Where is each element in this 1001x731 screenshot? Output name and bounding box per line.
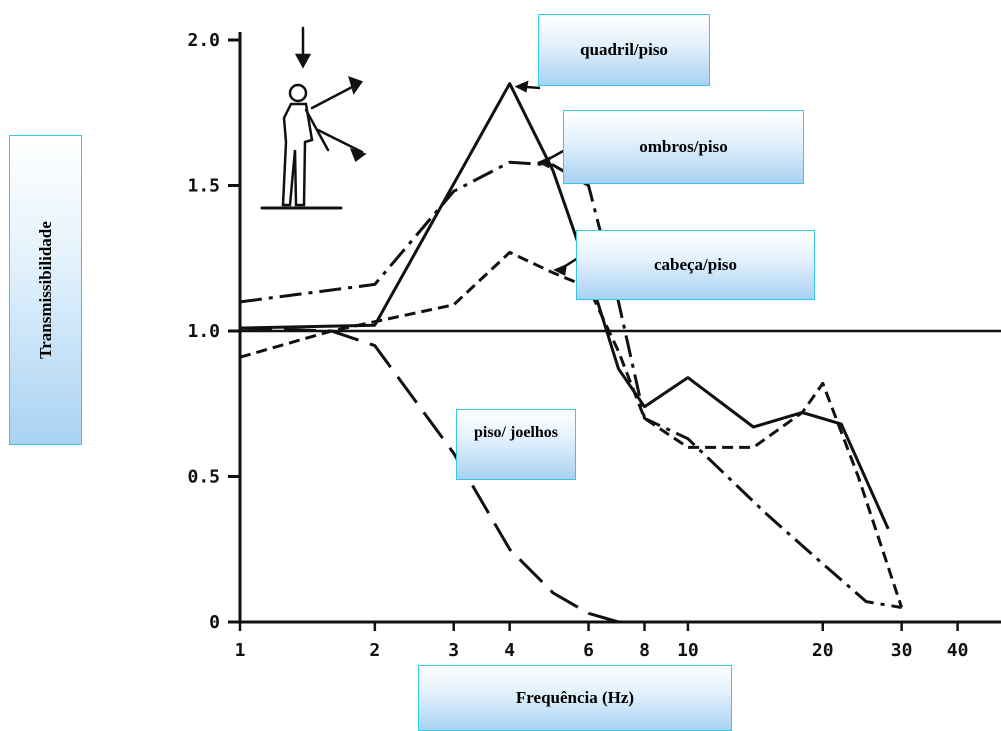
series-line-2 <box>239 250 904 608</box>
y-tick-label: 2.0 <box>187 30 220 51</box>
legend-piso-joelhos-label: piso/ joelhos <box>473 424 558 441</box>
x-tick-label: 20 <box>812 640 834 661</box>
y-tick-label: 1.5 <box>187 176 220 197</box>
x-axis-label: Frequência (Hz) <box>515 688 635 707</box>
legend-ombros-piso: ombros/piso <box>563 110 804 184</box>
y-axis-label: Transmissibilidade <box>35 221 55 359</box>
x-tick-label: 40 <box>947 640 969 661</box>
series-layer <box>239 82 904 624</box>
series-line-1 <box>239 160 902 609</box>
pointer-head-2 <box>553 263 568 276</box>
y-tick-label: 0 <box>209 612 220 633</box>
label-pointers <box>514 80 579 276</box>
legend-piso-joelhos: piso/ joelhos <box>456 409 576 480</box>
x-tick-label: 30 <box>891 640 913 661</box>
series-line-3 <box>239 326 619 624</box>
x-axis-label-box: Frequência (Hz) <box>418 665 732 731</box>
x-tick-label: 8 <box>639 640 650 661</box>
legend-cabeca-piso: cabeça/piso <box>576 230 815 300</box>
tick-labels: 0 0.5 1.0 1.5 2.0 1 2 3 4 6 8 10 20 30 40 <box>187 30 968 661</box>
legend-quadril-piso-label: quadril/piso <box>580 40 668 59</box>
standing-person-vibration-icon <box>260 26 367 210</box>
y-tick-label: 1.0 <box>187 321 220 342</box>
x-tick-label: 3 <box>448 640 459 661</box>
pointer-head-0 <box>514 80 529 93</box>
legend-cabeca-piso-label: cabeça/piso <box>653 255 738 274</box>
x-tick-label: 6 <box>583 640 594 661</box>
x-tick-label: 2 <box>369 640 380 661</box>
x-tick-label: 1 <box>235 640 246 661</box>
series-line-0 <box>239 82 890 530</box>
x-tick-label: 4 <box>504 640 515 661</box>
legend-ombros-piso-label: ombros/piso <box>639 137 728 156</box>
y-axis-label-box: Transmissibilidade <box>9 135 82 445</box>
x-tick-label: 10 <box>677 640 699 661</box>
y-tick-label: 0.5 <box>187 467 220 488</box>
legend-quadril-piso: quadril/piso <box>538 14 710 86</box>
pointer-head-1 <box>536 156 551 169</box>
